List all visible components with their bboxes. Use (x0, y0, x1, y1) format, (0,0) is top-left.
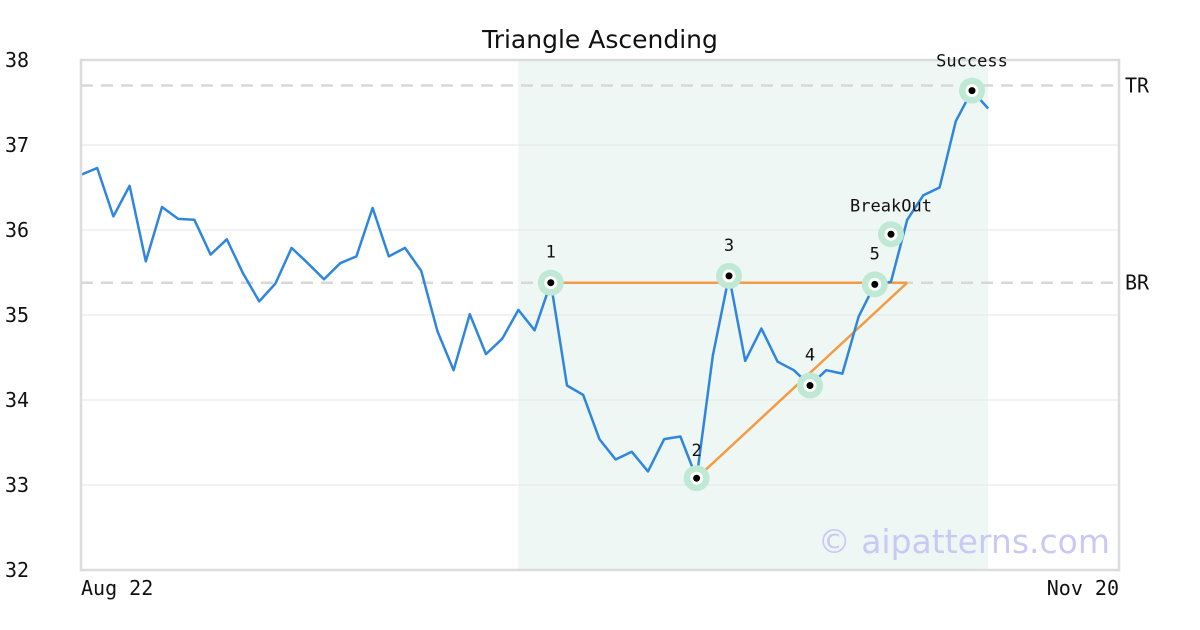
reference-lines-layer (81, 84, 1119, 284)
point-marker (693, 474, 701, 482)
price-series-line (80, 89, 990, 480)
x-tick-label: Nov 20 (1047, 576, 1119, 600)
y-tick-label: 38 (5, 48, 29, 72)
point-marker (968, 87, 976, 95)
point-label: Success (936, 52, 1008, 72)
point-marker (806, 382, 814, 390)
x-tick-label: Aug 22 (81, 576, 153, 600)
plot-frame (79, 58, 1121, 572)
watermark: © aipatterns.com (818, 522, 1110, 561)
point-marker (887, 230, 895, 238)
series-layer (80, 89, 990, 480)
frame-layer (79, 58, 1121, 572)
chart-title: Triangle Ascending (481, 25, 718, 54)
y-tick-label: 35 (5, 303, 29, 327)
grid-layer (81, 144, 1119, 486)
reference-label-br: BR (1125, 271, 1150, 295)
point-label: 1 (546, 243, 556, 263)
point-label: BreakOut (850, 196, 932, 216)
point-label: 2 (691, 441, 701, 461)
y-tick-label: 37 (5, 133, 29, 157)
reference-label-tr: TR (1125, 74, 1150, 98)
point-label: 4 (805, 346, 815, 366)
point-marker (725, 272, 733, 280)
point-marker (871, 280, 879, 288)
point-marker (547, 279, 555, 287)
points-layer (537, 77, 985, 492)
y-tick-label: 34 (5, 388, 29, 412)
y-tick-label: 32 (5, 558, 29, 582)
y-tick-label: 36 (5, 218, 29, 242)
point-label: 5 (870, 244, 880, 264)
y-tick-label: 33 (5, 473, 29, 497)
point-label: 3 (724, 236, 734, 256)
